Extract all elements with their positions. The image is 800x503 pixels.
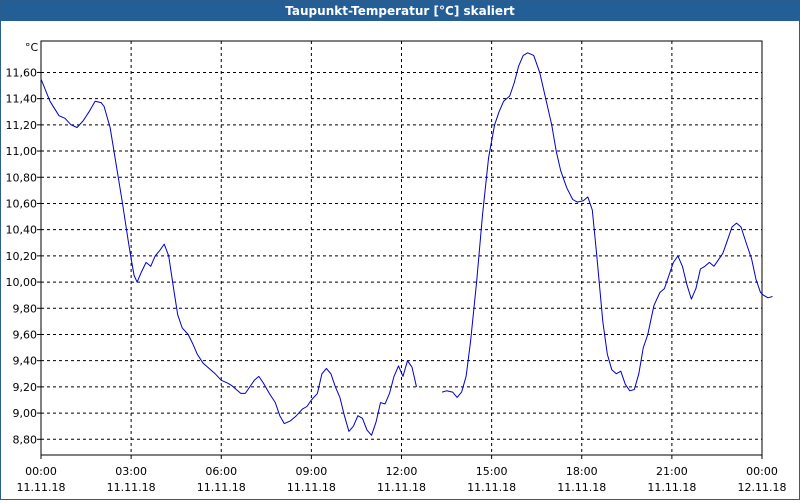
- x-tick-date-label: 11.11.18: [377, 481, 426, 494]
- y-tick-label: 11,00: [6, 145, 38, 158]
- x-axis: 00:00 11.11.18 03:00 11.11.18 06:00 11.11.18 0…: [17, 455, 787, 494]
- x-tick-time-label: 09:00: [296, 465, 328, 478]
- x-tick-time-label: 15:00: [476, 465, 508, 478]
- y-tick-label: 11,40: [6, 93, 38, 106]
- x-tick-date-label: 11.11.18: [467, 481, 516, 494]
- x-tick-date-label: 11.11.18: [107, 481, 156, 494]
- series-line-segment: [441, 52, 773, 398]
- x-tick-date-label: 11.11.18: [647, 481, 696, 494]
- x-tick-time-label: 03:00: [115, 465, 147, 478]
- x-tick-time-label: 21:00: [656, 465, 688, 478]
- y-tick-label: 9,80: [13, 302, 38, 315]
- x-tick-time-label: 12:00: [386, 465, 418, 478]
- window-title: Taupunkt-Temperatur [°C] skaliert: [1, 1, 799, 21]
- y-tick-label: 11,60: [6, 66, 38, 79]
- y-tick-label: 9,00: [13, 407, 38, 420]
- dew-point-chart: 8,80 9,00 9,20 9,40 9,60 9,80 10,00 10,20 10,40 1…: [6, 40, 787, 494]
- y-tick-label: 9,20: [13, 381, 38, 394]
- y-tick-label: 9,60: [13, 328, 38, 341]
- grid: [41, 41, 762, 455]
- x-tick-time-label: 00:00: [25, 465, 57, 478]
- y-tick-label: 10,20: [6, 250, 38, 263]
- y-tick-label: 10,60: [6, 197, 38, 210]
- x-tick-date-label: 11.11.18: [197, 481, 246, 494]
- series-group: [40, 52, 773, 436]
- x-tick-time-label: 06:00: [205, 465, 237, 478]
- x-tick-time-label: 00:00: [746, 465, 778, 478]
- y-axis: 8,80 9,00 9,20 9,40 9,60 9,80 10,00 10,20 10,40 1…: [6, 66, 41, 446]
- x-tick-date-label: 12.11.18: [738, 481, 787, 494]
- y-tick-label: 9,40: [13, 355, 38, 368]
- y-tick-label: 10,40: [6, 224, 38, 237]
- x-tick-date-label: 11.11.18: [17, 481, 66, 494]
- x-tick-date-label: 11.11.18: [557, 481, 606, 494]
- y-tick-label: 8,80: [13, 433, 38, 446]
- x-tick-time-label: 18:00: [566, 465, 598, 478]
- y-axis-unit-label: °C: [25, 41, 39, 54]
- x-tick-date-label: 11.11.18: [287, 481, 336, 494]
- y-tick-label: 10,00: [6, 276, 38, 289]
- y-tick-label: 11,20: [6, 119, 38, 132]
- series-line-segment: [40, 78, 417, 436]
- y-tick-label: 10,80: [6, 171, 38, 184]
